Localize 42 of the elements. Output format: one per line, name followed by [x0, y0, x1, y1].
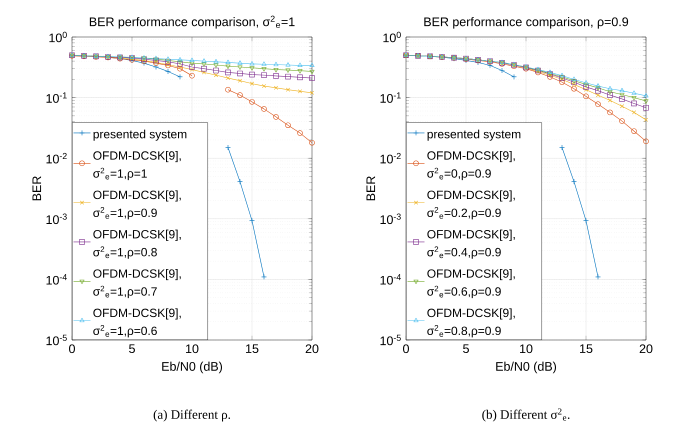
legend-label: presented system: [94, 130, 186, 141]
y-tick-label: 10$^{-3}$: [380, 214, 401, 224]
x-tick-label: 15: [246, 344, 258, 354]
chart-title: BER performance comparison, σ$^{2}$$_{e}$=1: [90, 16, 295, 29]
x-tick-label: 0: [403, 344, 409, 354]
y-tick-label: 10$^{-2}$: [380, 152, 401, 164]
y-tick-label: 10$^{-5}$: [46, 334, 67, 346]
legend-label: OFDM-DCSK[9], σ$^{2}$$_{e}$=0.4,ρ=0.9: [427, 230, 515, 259]
text: (b) Different σ$^{2}$$_{e}$.: [482, 408, 570, 422]
legend-label: OFDM-DCSK[9], σ$^{2}$$_{e}$=1,ρ=1: [93, 151, 181, 180]
y-tick-label: 10$^{-3}$: [46, 214, 67, 224]
y-tick-label: 10$^{0}$: [49, 32, 67, 42]
y-tick-label: 10$^{-1}$: [380, 92, 401, 103]
x-tick-label: 5: [129, 344, 135, 354]
legend-label: OFDM-DCSK[9], σ$^{2}$$_{e}$=1,ρ=0.6: [93, 308, 181, 338]
x-axis-title: Eb/N0 (dB): [496, 362, 556, 374]
x-tick-label: 20: [306, 344, 318, 354]
legend-label: OFDM-DCSK[9], σ$^{2}$$_{e}$=1,ρ=0.8: [93, 230, 181, 259]
y-tick-label: 10$^{-4}$: [380, 274, 401, 285]
y-tick-label: 10$^{-4}$: [46, 274, 67, 285]
legend-label: OFDM-DCSK[9], σ$^{2}$$_{e}$=1,ρ=0.7: [93, 269, 181, 298]
legend-label: OFDM-DCSK[9], σ$^{2}$$_{e}$=1,ρ=0.9: [93, 190, 181, 220]
legend-label: presented system: [428, 130, 520, 141]
y-axis-title: BER: [366, 176, 376, 200]
y-tick-label: 10$^{-2}$: [46, 152, 67, 164]
x-tick-label: 5: [463, 344, 469, 354]
legend-label: OFDM-DCSK[9], σ$^{2}$$_{e}$=0,ρ=0.9: [427, 151, 515, 180]
y-tick-label: 10$^{-5}$: [380, 334, 401, 346]
text: (a) Different ρ.: [154, 410, 230, 422]
legend-label: OFDM-DCSK[9], σ$^{2}$$_{e}$=0.2,ρ=0.9: [427, 190, 515, 220]
x-tick-label: 0: [69, 344, 75, 354]
x-axis-title: Eb/N0 (dB): [162, 362, 222, 374]
y-tick-label: 10$^{0}$: [383, 32, 401, 42]
legend-label: OFDM-DCSK[9], σ$^{2}$$_{e}$=0.8,ρ=0.9: [427, 308, 515, 338]
chart-title: BER performance comparison, ρ=0.9: [424, 17, 628, 29]
x-tick-label: 15: [580, 344, 592, 354]
y-tick-label: 10$^{-1}$: [46, 92, 67, 103]
x-tick-label: 20: [640, 344, 652, 354]
x-tick-label: 10: [520, 344, 532, 354]
legend-label: OFDM-DCSK[9], σ$^{2}$$_{e}$=0.6,ρ=0.9: [427, 269, 515, 298]
x-tick-label: 10: [186, 344, 198, 354]
y-axis-title: BER: [32, 176, 42, 200]
